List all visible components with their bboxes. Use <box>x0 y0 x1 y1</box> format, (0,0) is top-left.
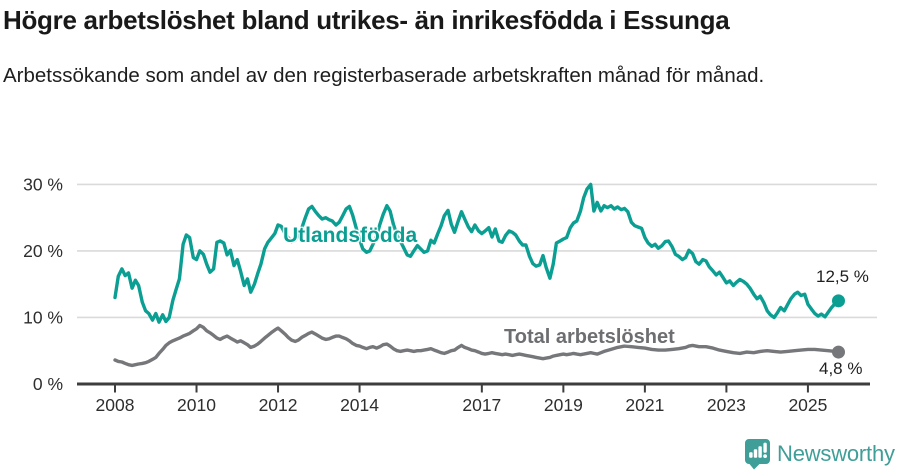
x-tick-label-2019: 2019 <box>544 395 583 415</box>
x-tick-label-2008: 2008 <box>96 395 135 415</box>
logo-exclamation-dot <box>763 454 767 458</box>
series-label-utlandsfodda: Utlandsfödda <box>283 224 418 247</box>
newsworthy-branding: Newsworthy <box>744 437 895 471</box>
x-tick-label-2012: 2012 <box>259 395 298 415</box>
y-tick-label-10: 10 % <box>23 307 63 327</box>
logo-bar-3 <box>758 446 762 458</box>
series-line-1 <box>113 323 841 368</box>
logo-exclamation-bar <box>763 442 767 453</box>
series-end-dot-1 <box>831 345 845 359</box>
y-tick-label-20: 20 % <box>23 241 63 261</box>
logo-bar-2 <box>753 449 758 458</box>
chart-subtitle: Arbetssökande som andel av den registerb… <box>3 64 765 87</box>
y-tick-label-0: 0 % <box>33 374 63 394</box>
x-tick-label-2010: 2010 <box>177 395 216 415</box>
series-end-dot-0 <box>831 294 845 308</box>
end-value-label-total: 4,8 % <box>819 359 863 378</box>
y-tick-label-30: 30 % <box>23 174 63 194</box>
x-tick-label-2014: 2014 <box>340 395 379 415</box>
x-tick-label-2023: 2023 <box>707 395 746 415</box>
logo-bar-1 <box>749 452 753 458</box>
chart-title: Högre arbetslöshet bland utrikes- än inr… <box>3 5 730 35</box>
newsworthy-chart-bubble-icon <box>744 438 771 470</box>
series-label-total-arbetsloshet: Total arbetslöshet <box>504 326 675 348</box>
newsworthy-logo-text: Newsworthy <box>777 441 895 466</box>
series-line-0 <box>113 182 841 324</box>
x-tick-label-2021: 2021 <box>625 395 664 415</box>
end-value-label-utlandsfodda: 12,5 % <box>816 267 869 286</box>
x-tick-label-2025: 2025 <box>788 395 827 415</box>
x-tick-label-2017: 2017 <box>462 395 501 415</box>
